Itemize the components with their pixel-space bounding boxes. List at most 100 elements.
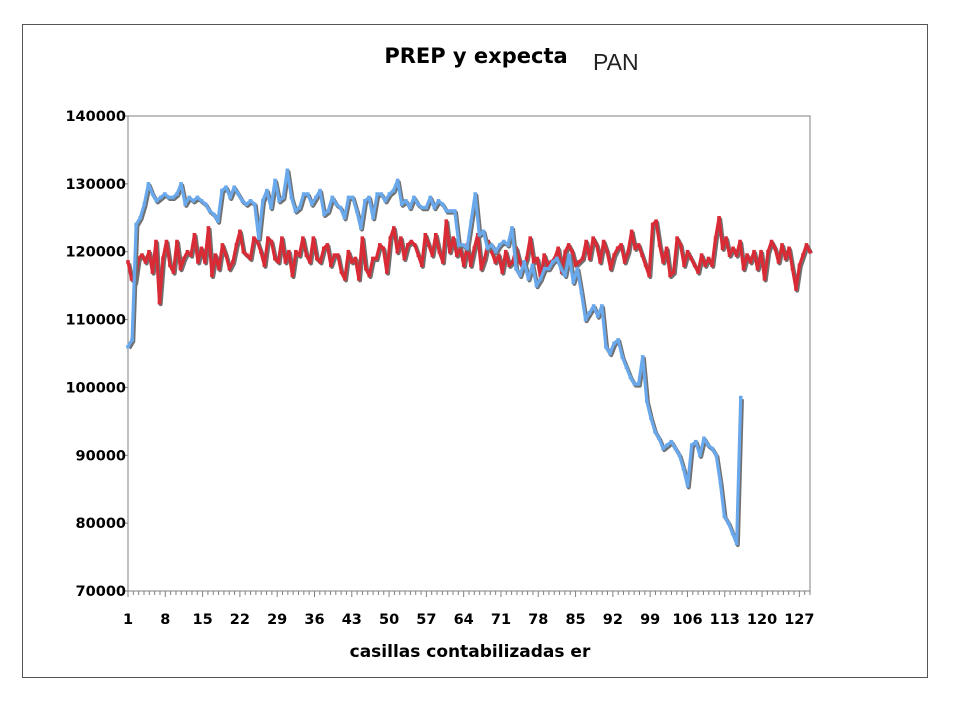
- data-point: [752, 249, 756, 254]
- data-point: [381, 246, 386, 251]
- data-point: [175, 192, 179, 196]
- x-tick-label: 29: [267, 612, 287, 628]
- data-point: [454, 253, 459, 257]
- data-point: [546, 266, 551, 271]
- data-point: [759, 249, 763, 254]
- data-point: [150, 270, 155, 274]
- data-point: [776, 260, 781, 264]
- x-axis-label: casillas contabilizadas er: [350, 642, 591, 662]
- data-point: [710, 446, 714, 451]
- data-point: [583, 317, 588, 322]
- data-point: [457, 243, 461, 247]
- data-point: [724, 236, 728, 240]
- data-point: [668, 273, 672, 278]
- data-point: [179, 182, 183, 186]
- data-point: [673, 446, 678, 451]
- series-layer: [126, 168, 813, 548]
- data-point: [256, 236, 261, 240]
- data-point: [685, 484, 690, 488]
- data-point: [801, 253, 805, 257]
- data-point: [587, 310, 592, 315]
- data-point: [722, 514, 727, 519]
- data-point: [157, 300, 162, 305]
- data-point: [220, 188, 224, 193]
- data-point: [171, 195, 175, 200]
- data-point: [730, 531, 735, 536]
- x-tick-label: 22: [230, 612, 250, 628]
- data-point: [440, 202, 445, 207]
- data-point: [661, 446, 665, 451]
- x-tick-label: 64: [454, 612, 474, 628]
- data-point: [385, 270, 389, 274]
- data-point: [276, 260, 281, 264]
- x-tick-label: 43: [342, 612, 362, 628]
- data-point: [199, 246, 204, 251]
- data-point: [575, 266, 580, 271]
- data-point: [502, 239, 506, 244]
- data-point: [399, 202, 404, 207]
- data-point: [797, 263, 802, 268]
- data-point: [199, 199, 204, 203]
- data-point: [185, 249, 190, 254]
- data-point: [375, 192, 379, 196]
- data-point: [126, 344, 130, 349]
- data-point: [310, 202, 314, 207]
- data-point: [632, 382, 637, 386]
- data-point: [526, 277, 531, 281]
- data-point: [535, 256, 539, 261]
- data-point: [241, 249, 246, 254]
- data-point: [147, 249, 151, 254]
- data-point: [162, 192, 167, 196]
- data-point: [330, 195, 335, 200]
- data-point: [167, 195, 171, 200]
- data-point: [551, 260, 555, 264]
- data-point: [595, 314, 600, 318]
- data-point: [248, 256, 253, 261]
- data-point: [287, 249, 291, 254]
- data-point: [600, 304, 604, 308]
- data-point: [395, 249, 400, 254]
- data-point: [517, 260, 522, 264]
- data-point: [154, 199, 159, 203]
- data-point: [211, 212, 216, 217]
- data-point: [717, 215, 721, 220]
- data-point: [531, 260, 536, 264]
- data-point: [579, 290, 584, 295]
- data-point: [419, 263, 424, 268]
- data-point: [405, 243, 410, 247]
- data-point: [783, 256, 788, 261]
- data-point: [518, 273, 522, 278]
- data-point: [510, 226, 514, 230]
- data-point: [426, 243, 431, 247]
- data-point: [461, 263, 466, 268]
- data-point: [624, 365, 629, 369]
- data-point: [280, 236, 284, 240]
- data-point: [534, 283, 539, 288]
- data-point: [379, 192, 384, 196]
- data-point: [665, 443, 670, 447]
- data-point: [493, 260, 498, 264]
- x-tick-label: 99: [640, 612, 660, 628]
- data-point: [297, 205, 302, 210]
- data-point: [350, 260, 354, 264]
- x-tick-label: 127: [784, 612, 814, 628]
- data-point: [391, 188, 396, 193]
- data-point: [755, 266, 760, 271]
- data-point: [545, 263, 550, 268]
- data-point: [530, 263, 535, 268]
- data-point: [440, 260, 445, 264]
- data-point: [238, 229, 242, 234]
- data-point: [297, 253, 302, 257]
- data-point: [563, 273, 567, 278]
- data-point: [403, 199, 408, 203]
- data-point: [387, 192, 392, 196]
- data-point: [657, 436, 661, 441]
- data-point: [412, 243, 417, 247]
- data-point: [713, 236, 718, 240]
- x-tick-label: 71: [491, 612, 511, 628]
- data-point: [472, 246, 477, 251]
- data-point: [363, 199, 367, 203]
- data-point: [479, 266, 484, 271]
- data-point: [640, 253, 644, 257]
- data-point: [187, 195, 192, 200]
